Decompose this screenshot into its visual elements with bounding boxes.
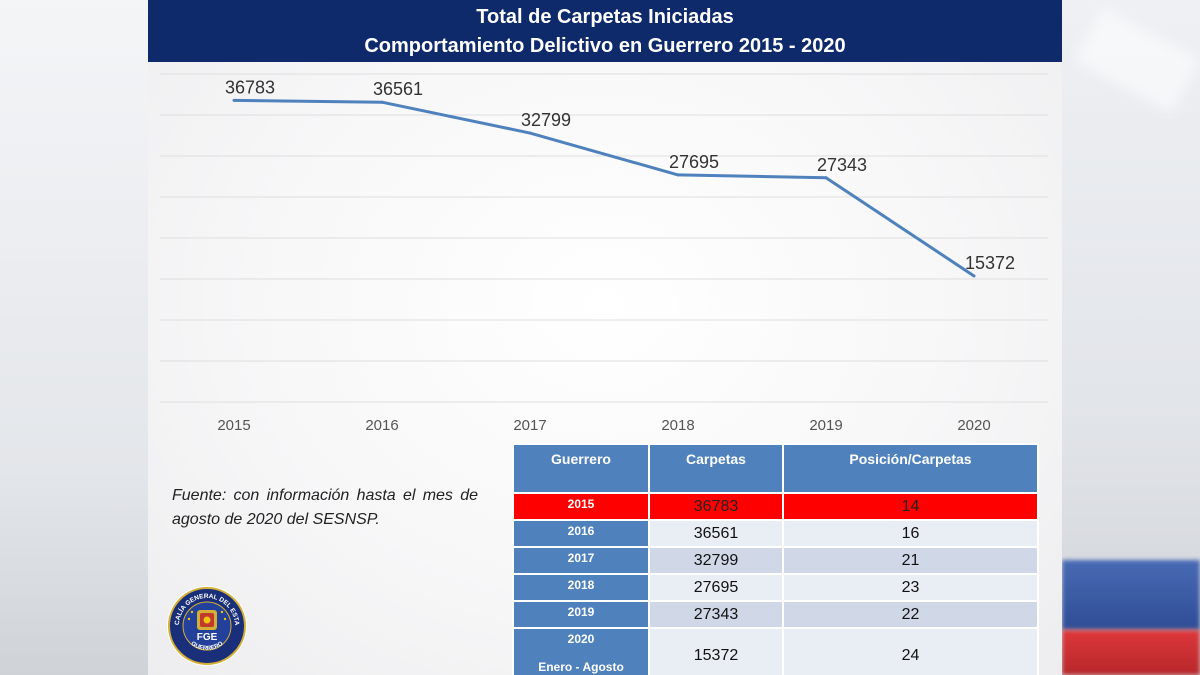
row-year-sub: Enero - Agosto: [538, 660, 624, 674]
row-posicion: 21: [782, 546, 1039, 575]
row-carpetas: 15372: [648, 627, 784, 675]
slide: Total de Carpetas Iniciadas Comportamien…: [148, 0, 1062, 675]
data-label: 32799: [521, 110, 571, 130]
row-year: 2018: [512, 573, 650, 602]
logo-center-text: FGE: [197, 632, 218, 643]
header-posicion: Posición/Carpetas: [782, 443, 1039, 494]
x-tick-label: 2019: [809, 417, 842, 434]
table-row: 2019 27343 22: [512, 600, 1039, 629]
row-year: 2017: [512, 546, 650, 575]
row-carpetas: 27343: [648, 600, 784, 629]
data-label: 15372: [965, 253, 1015, 273]
slide-header: Total de Carpetas Iniciadas Comportamien…: [148, 0, 1062, 62]
row-posicion: 16: [782, 519, 1039, 548]
x-tick-label: 2017: [513, 417, 546, 434]
row-carpetas: 27695: [648, 573, 784, 602]
data-label: 27695: [669, 152, 719, 172]
data-table: Guerrero Carpetas Posición/Carpetas 2015…: [512, 443, 1039, 675]
data-point: [380, 100, 384, 104]
data-points: [232, 98, 976, 278]
table-row: 2017 32799 21: [512, 546, 1039, 575]
background-right: [1062, 0, 1200, 675]
line-chart: 2015 2016 2017 2018 2019 2020 36783 36561 32799…: [160, 73, 1048, 434]
data-label: 36783: [225, 77, 275, 97]
x-tick-label: 2016: [365, 417, 398, 434]
row-posicion: 22: [782, 600, 1039, 629]
x-axis-labels: 2015 2016 2017 2018 2019 2020: [217, 417, 990, 434]
data-point: [972, 274, 976, 278]
x-tick-label: 2018: [661, 417, 694, 434]
series-line: [233, 98, 975, 278]
row-carpetas: 32799: [648, 546, 784, 575]
row-year: 2019: [512, 600, 650, 629]
header-carpetas: Carpetas: [648, 443, 784, 494]
title-line-2: Comportamiento Delictivo en Guerrero 201…: [364, 35, 846, 57]
data-point: [676, 173, 680, 177]
bg-blue-stripe: [1062, 560, 1200, 630]
title-line-1: Total de Carpetas Iniciadas: [476, 6, 734, 28]
logo-ring-bottom-text: GUERRERO: [190, 641, 225, 652]
table-row: 2018 27695 23: [512, 573, 1039, 602]
row-posicion: 23: [782, 573, 1039, 602]
row-year: 2015: [512, 492, 650, 521]
bg-red-stripe: [1062, 630, 1200, 675]
fge-seal-logo: FISCALÍA GENERAL DEL ESTADO GUERRERO FGE: [166, 585, 247, 666]
state-seal-icon: [187, 610, 227, 630]
bg-light-streak: [1074, 7, 1200, 113]
row-year: 2020 Enero - Agosto: [512, 627, 650, 675]
row-posicion: 14: [782, 492, 1039, 521]
table-row: 2020 Enero - Agosto 15372 24: [512, 627, 1039, 675]
row-carpetas: 36783: [648, 492, 784, 521]
row-posicion: 24: [782, 627, 1039, 675]
table-row: 2016 36561 16: [512, 519, 1039, 548]
data-point: [824, 176, 828, 180]
data-point: [528, 131, 532, 135]
x-tick-label: 2015: [217, 417, 250, 434]
row-year: 2016: [512, 519, 650, 548]
table-header-row: Guerrero Carpetas Posición/Carpetas: [512, 443, 1039, 494]
data-point: [232, 98, 236, 102]
table-row: 2015 36783 14: [512, 492, 1039, 521]
background-left: [0, 0, 148, 675]
data-label: 27343: [817, 155, 867, 175]
row-carpetas: 36561: [648, 519, 784, 548]
header-guerrero: Guerrero: [512, 443, 650, 494]
row-year-value: 2020: [567, 632, 595, 646]
chart-grid: [160, 73, 1048, 403]
source-note: Fuente: con información hasta el mes de …: [172, 487, 478, 528]
x-tick-label: 2020: [957, 417, 990, 434]
data-labels: 36783 36561 32799 27695 27343 15372: [225, 77, 1015, 273]
data-label: 36561: [373, 79, 423, 99]
